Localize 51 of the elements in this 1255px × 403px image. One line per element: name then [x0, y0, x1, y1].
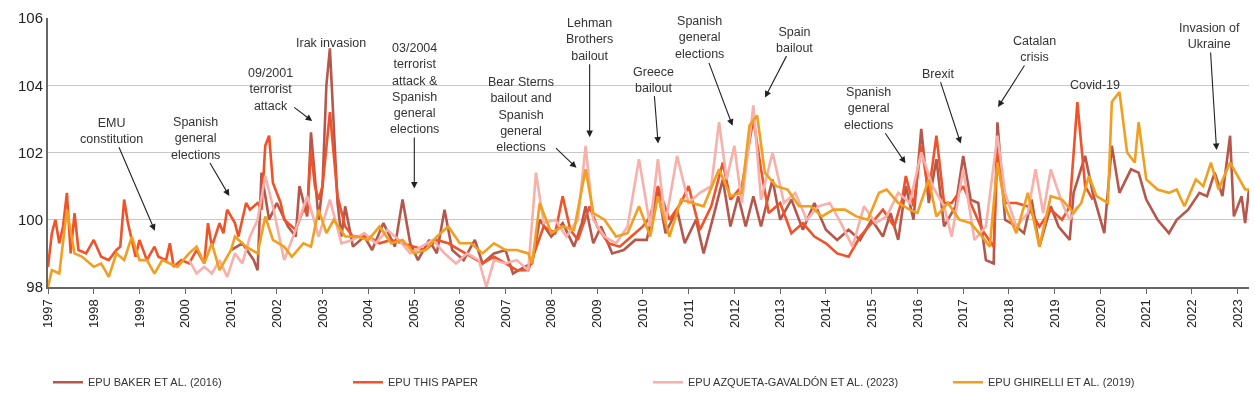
x-tick-label: 2006 — [452, 299, 468, 329]
x-tick-label: 2019 — [1046, 299, 1062, 329]
x-tick-label: 2011 — [680, 299, 696, 328]
x-tick-label: 2022 — [1184, 299, 1200, 329]
x-tick-label: 2002 — [268, 299, 284, 329]
y-tick-label: 98 — [26, 278, 43, 296]
x-tick-label: 2017 — [955, 299, 971, 329]
annotation: Catalan crisis — [1013, 34, 1057, 65]
x-tick-label: 2007 — [497, 299, 513, 329]
x-tick-label: 1998 — [85, 299, 101, 329]
annotation: Greece bailout — [633, 65, 675, 96]
annotation: Brexit — [922, 67, 955, 81]
y-tick-label: 106 — [17, 9, 43, 27]
annotation: 09/2001 terrorist attack — [248, 66, 294, 113]
x-tick-label: 2000 — [177, 299, 193, 329]
x-tick-label: 2003 — [314, 299, 330, 329]
x-tick-label: 2016 — [909, 299, 925, 329]
annotation: Spanish general elections — [844, 85, 894, 132]
legend-label: EPU GHIRELLI ET AL. (2019) — [988, 376, 1135, 389]
x-tick-label: 2010 — [635, 299, 651, 329]
x-tick-label: 2008 — [543, 299, 559, 329]
annotation: Spain bailout — [776, 25, 814, 56]
x-tick-label: 2021 — [1138, 299, 1154, 329]
y-tick-label: 102 — [17, 143, 43, 161]
annotation: EMU constitution — [80, 116, 144, 147]
x-tick-label: 2012 — [726, 299, 742, 329]
y-tick-label: 100 — [17, 211, 43, 228]
annotation: Spanish general elections — [675, 14, 725, 61]
x-tick-label: 2023 — [1229, 299, 1245, 329]
x-tick-label: 2018 — [1001, 299, 1017, 329]
x-tick-label: 2020 — [1092, 299, 1108, 329]
annotation: Bear Sterns bailout and Spanish general elections — [488, 75, 555, 154]
x-tick-label: 1997 — [40, 299, 56, 329]
annotation: Irak invasion — [296, 36, 367, 50]
annotation: 03/2004 terrorist attack & Spanish general elections — [390, 41, 440, 137]
x-tick-label: 2004 — [360, 299, 376, 329]
legend-label: EPU AZQUETA-GAVALDÓN ET AL. (2023) — [688, 376, 899, 389]
x-tick-label: 2013 — [772, 299, 788, 329]
legend-label: EPU BAKER ET AL. (2016) — [88, 376, 222, 389]
x-tick-label: 2005 — [406, 299, 422, 329]
y-tick-label: 104 — [17, 76, 43, 94]
annotation: Invasion of Ukraine — [1179, 21, 1240, 52]
x-tick-label: 1999 — [131, 299, 147, 329]
annotation: Covid-19 — [1070, 78, 1121, 92]
legend-label: EPU THIS PAPER — [388, 376, 479, 389]
x-tick-label: 2001 — [223, 299, 239, 329]
x-tick-label: 2015 — [863, 299, 879, 329]
x-tick-label: 2009 — [589, 299, 605, 329]
annotation: Lehman Brothers bailout — [566, 16, 614, 63]
annotation: Spanish general elections — [171, 115, 221, 162]
x-tick-label: 2014 — [818, 299, 834, 329]
